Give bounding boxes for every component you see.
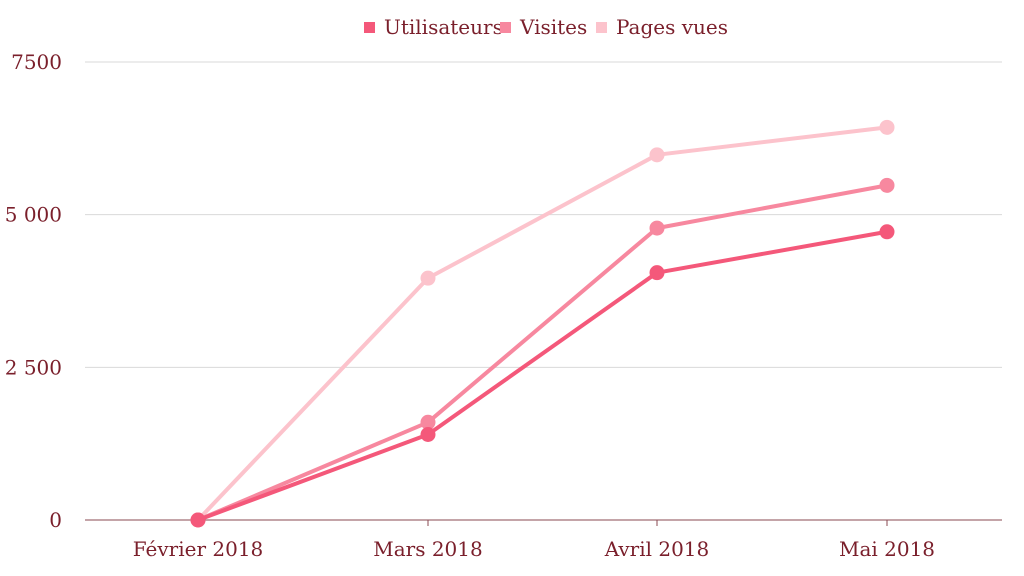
y-tick-label: 0 — [49, 508, 62, 532]
legend-label: Visites — [519, 15, 587, 39]
x-tick-layer: Février 2018 Mars 2018 Avril 2018 Mai 2018 — [133, 520, 935, 561]
legend-item[interactable]: Visites — [500, 15, 587, 39]
x-tick-label: Mai 2018 — [839, 537, 935, 561]
x-tick-label: Avril 2018 — [604, 537, 710, 561]
legend: Utilisateurs Visites Pages vues — [364, 15, 728, 39]
series-line — [196, 183, 889, 522]
data-point[interactable] — [649, 265, 665, 281]
data-point[interactable] — [879, 119, 895, 135]
y-tick-label: 5 000 — [5, 203, 62, 227]
x-tick-label: Mars 2018 — [373, 537, 482, 561]
data-point[interactable] — [420, 414, 436, 430]
data-point[interactable] — [420, 427, 436, 443]
y-tick-label: 2 500 — [5, 355, 62, 379]
series-line — [196, 229, 889, 522]
legend-label: Utilisateurs — [384, 15, 503, 39]
series-utilisateurs — [190, 224, 895, 528]
x-tick-label: Février 2018 — [133, 537, 264, 561]
legend-swatch — [596, 22, 607, 33]
legend-label: Pages vues — [616, 15, 728, 39]
y-tick-label: 7500 — [11, 50, 62, 74]
legend-swatch — [364, 22, 375, 33]
data-point[interactable] — [649, 220, 665, 236]
series-layer — [190, 119, 895, 528]
legend-item[interactable]: Pages vues — [596, 15, 728, 39]
data-point[interactable] — [190, 512, 206, 528]
data-point[interactable] — [879, 177, 895, 193]
data-point[interactable] — [879, 224, 895, 240]
data-point[interactable] — [649, 147, 665, 163]
data-point[interactable] — [420, 270, 436, 286]
legend-item[interactable]: Utilisateurs — [364, 15, 503, 39]
y-tick-layer: 0 2 500 5 000 7500 — [5, 50, 62, 532]
series-line — [196, 125, 889, 522]
legend-swatch — [500, 22, 511, 33]
